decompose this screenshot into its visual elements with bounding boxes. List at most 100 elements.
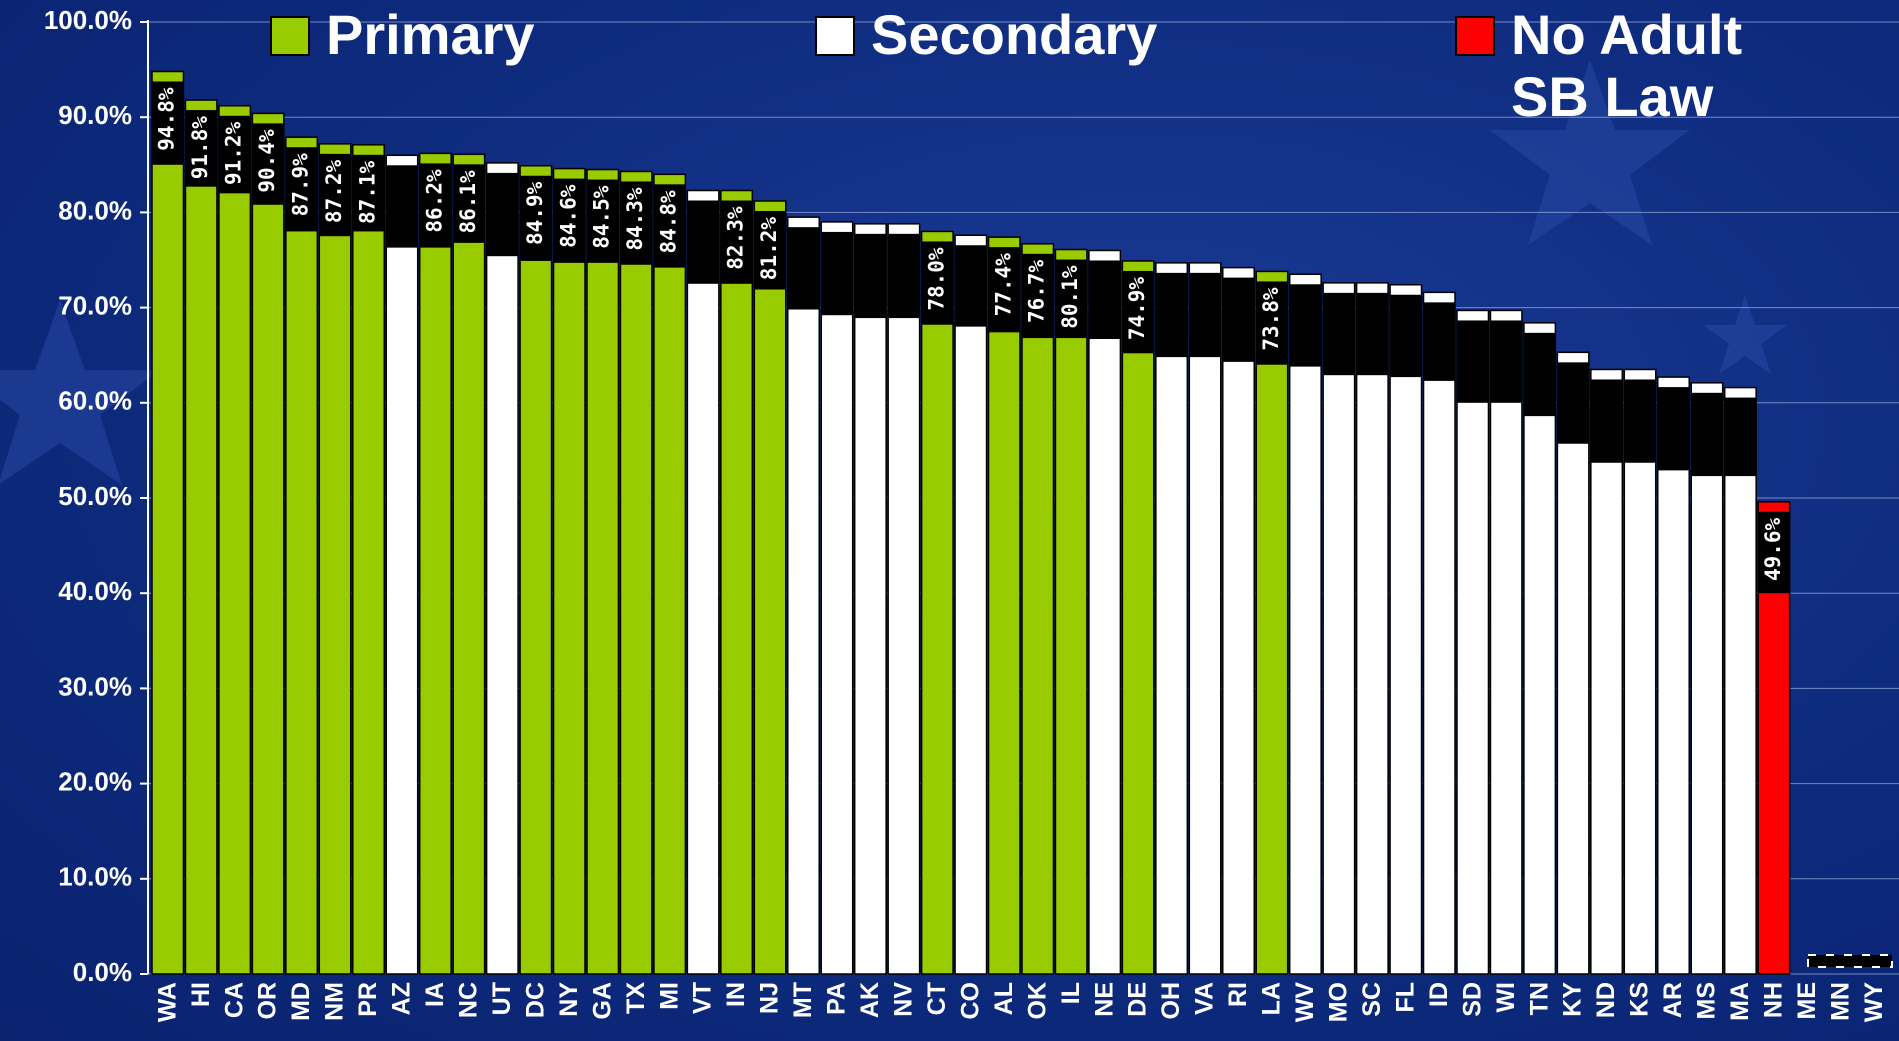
- x-tick-label: MS: [1693, 982, 1721, 1020]
- bar-label: 82.3%: [724, 206, 748, 270]
- bar: [1357, 283, 1388, 974]
- x-tick-label: DC: [521, 982, 549, 1018]
- range: [1390, 295, 1421, 377]
- bar-label: 78.0%: [924, 247, 948, 311]
- x-tick-label: IL: [1057, 982, 1085, 1004]
- bar: [1055, 250, 1086, 974]
- legend-item: Primary: [270, 4, 535, 66]
- x-tick-label: CO: [956, 982, 984, 1020]
- range: [788, 227, 819, 309]
- range: [1624, 379, 1655, 462]
- bar: [420, 153, 451, 974]
- range: [1557, 362, 1588, 443]
- range: [1424, 302, 1455, 381]
- x-tick-label: NH: [1759, 982, 1787, 1018]
- legend-label: No Adult SB Law: [1511, 4, 1811, 128]
- y-tick-label: 100.0%: [44, 5, 132, 35]
- x-tick-label: AK: [856, 982, 884, 1018]
- bar: [1189, 263, 1220, 974]
- bar-label: 86.2%: [422, 169, 446, 233]
- range: [1591, 379, 1622, 462]
- bar-label: 84.3%: [623, 187, 647, 251]
- x-tick-label: MD: [287, 982, 315, 1021]
- x-tick-label: PR: [354, 982, 382, 1017]
- bar-label: 91.2%: [222, 121, 246, 185]
- bar: [1390, 285, 1421, 974]
- range: [1357, 293, 1388, 375]
- range: [888, 234, 919, 318]
- range: [1323, 293, 1354, 375]
- x-tick-label: SC: [1358, 982, 1386, 1017]
- bar: [520, 166, 551, 974]
- bar: [1122, 261, 1153, 974]
- x-tick-label: PA: [823, 982, 851, 1015]
- bar: [1089, 250, 1120, 974]
- bar: [152, 72, 183, 974]
- bar: [386, 155, 417, 974]
- range: [1457, 320, 1488, 402]
- bar-label: 76.7%: [1025, 259, 1049, 323]
- x-tick-label: WV: [1291, 982, 1319, 1023]
- x-tick-label: NV: [889, 982, 917, 1017]
- x-tick-label: MO: [1324, 982, 1352, 1022]
- y-tick-label: 80.0%: [58, 195, 132, 225]
- x-tick-label: RI: [1224, 982, 1252, 1007]
- x-tick-label: CT: [923, 982, 951, 1015]
- bar: [1424, 292, 1455, 974]
- bar: [888, 224, 919, 974]
- x-tick-label: IA: [421, 982, 449, 1007]
- y-tick-label: 90.0%: [58, 100, 132, 130]
- bar: [955, 235, 986, 974]
- x-tick-label: NY: [555, 982, 583, 1017]
- bar-label: 87.9%: [289, 153, 313, 217]
- bar: [754, 201, 785, 974]
- bar-label: 80.1%: [1058, 265, 1082, 329]
- range: [955, 245, 986, 326]
- x-tick-label: OH: [1157, 982, 1185, 1020]
- bar: [1524, 323, 1555, 974]
- range: [821, 232, 852, 315]
- range: [1290, 284, 1321, 366]
- x-tick-label: MI: [655, 982, 683, 1010]
- x-tick-label: NM: [321, 982, 349, 1021]
- bar-label: 84.5%: [590, 185, 614, 249]
- range: [1725, 398, 1756, 477]
- x-tick-label: AZ: [388, 982, 416, 1015]
- legend-swatch: [270, 16, 310, 56]
- x-tick-label: TN: [1525, 982, 1553, 1015]
- y-tick-label: 50.0%: [58, 481, 132, 511]
- bar: [286, 137, 317, 974]
- x-tick-label: OK: [1023, 982, 1051, 1020]
- bar-label: 49.6%: [1761, 517, 1785, 581]
- x-tick-label: WY: [1860, 982, 1888, 1023]
- range: [487, 173, 518, 256]
- x-tick-label: NE: [1090, 982, 1118, 1017]
- range: [1189, 273, 1220, 357]
- chart: 94.8%91.8%91.2%90.4%87.9%87.2%87.1%86.2%…: [0, 0, 1899, 1041]
- x-tick-label: IN: [722, 982, 750, 1007]
- x-tick-label: KS: [1626, 982, 1654, 1017]
- legend-swatch: [815, 16, 855, 56]
- x-tick-label: DE: [1124, 982, 1152, 1017]
- x-tick-label: UT: [488, 982, 516, 1015]
- range: [687, 201, 718, 284]
- bar: [587, 170, 618, 974]
- range: [1691, 393, 1722, 476]
- x-tick-label: OR: [254, 982, 282, 1020]
- x-tick-label: WI: [1492, 982, 1520, 1013]
- range: [1524, 333, 1555, 416]
- bar-label: 94.8%: [155, 87, 179, 151]
- y-tick-label: 70.0%: [58, 290, 132, 320]
- x-tick-label: TX: [622, 982, 650, 1014]
- range: [1089, 260, 1120, 339]
- star: [1703, 295, 1787, 374]
- bar: [855, 224, 886, 974]
- bar: [1290, 274, 1321, 974]
- legend-label: Primary: [326, 4, 535, 66]
- bar: [922, 231, 953, 974]
- x-tick-label: MN: [1826, 982, 1854, 1021]
- y-tick-label: 60.0%: [58, 386, 132, 416]
- x-tick-label: ID: [1425, 982, 1453, 1007]
- bar: [989, 237, 1020, 974]
- legend-label: Secondary: [871, 4, 1157, 66]
